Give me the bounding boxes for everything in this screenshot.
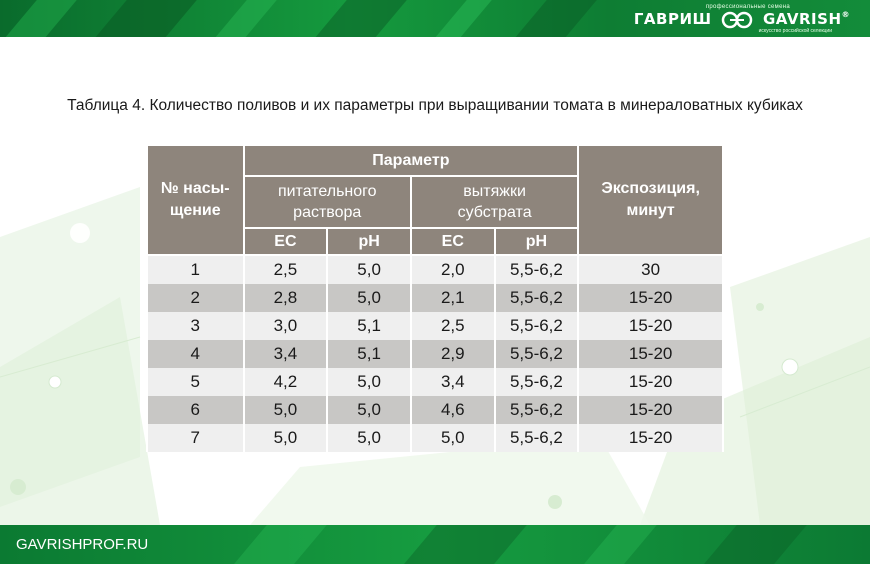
table-row: 4 3,4 5,1 2,9 5,5-6,2 15-20 [146, 340, 724, 368]
cell-irrigation: 6 [146, 396, 245, 424]
header-ec-nutrient: EC [242, 227, 329, 256]
header-parameter: Параметр [242, 144, 580, 177]
cell-ec-nutrient: 2,5 [242, 255, 329, 284]
cell-ec-substrate: 2,5 [409, 312, 496, 340]
cell-exposure: 15-20 [577, 340, 724, 368]
brand-tagline-bottom: искусство российской селекции [758, 28, 832, 34]
top-banner: профессиональные семена ГАВРИШ GAVRISH® … [0, 0, 870, 37]
brand-name-ru: ГАВРИШ [633, 10, 712, 28]
cell-ph-nutrient: 5,0 [326, 255, 412, 284]
brand-mark-icon [722, 11, 753, 28]
table-row: 6 5,0 5,0 4,6 5,5-6,2 15-20 [146, 396, 724, 424]
cell-exposure: 15-20 [577, 424, 724, 452]
cell-exposure: 30 [577, 255, 724, 284]
table-title: Таблица 4. Количество поливов и их парам… [67, 97, 803, 114]
cell-ph-substrate: 5,5-6,2 [493, 284, 580, 312]
cell-ec-substrate: 4,6 [409, 396, 496, 424]
cell-ph-nutrient: 5,0 [326, 424, 412, 452]
cell-irrigation: 4 [146, 340, 245, 368]
table-row: 2 2,8 5,0 2,1 5,5-6,2 15-20 [146, 284, 724, 312]
bottom-banner: GAVRISHPROF.RU [0, 525, 870, 564]
header-exposure: Экспозиция, минут [577, 144, 724, 256]
cell-irrigation: 5 [146, 368, 245, 396]
cell-exposure: 15-20 [577, 312, 724, 340]
cell-ec-substrate: 3,4 [409, 368, 496, 396]
cell-ph-nutrient: 5,0 [326, 396, 412, 424]
cell-irrigation: 7 [146, 424, 245, 452]
cell-ec-substrate: 2,0 [409, 255, 496, 284]
cell-ph-nutrient: 5,1 [326, 312, 412, 340]
cell-irrigation: 1 [146, 255, 245, 284]
cell-ec-nutrient: 5,0 [242, 396, 329, 424]
cell-exposure: 15-20 [577, 284, 724, 312]
cell-ph-nutrient: 5,1 [326, 340, 412, 368]
cell-exposure: 15-20 [577, 396, 724, 424]
header-nutrient-solution: питательного раствора [242, 175, 412, 229]
table-row: 3 3,0 5,1 2,5 5,5-6,2 15-20 [146, 312, 724, 340]
cell-ec-nutrient: 3,0 [242, 312, 329, 340]
header-irrigation-number: № насы-щение [146, 144, 245, 256]
website-link[interactable]: GAVRISHPROF.RU [16, 536, 149, 553]
cell-ph-substrate: 5,5-6,2 [493, 396, 580, 424]
brand-name-en: GAVRISH [763, 10, 842, 28]
background-decoration [0, 187, 870, 525]
brand-logo: профессиональные семена ГАВРИШ GAVRISH® … [610, 4, 850, 34]
header-ph-substrate: pH [493, 227, 580, 256]
header-substrate-extract: вытяжки субстрата [409, 175, 580, 229]
cell-irrigation: 2 [146, 284, 245, 312]
table-row: 5 4,2 5,0 3,4 5,5-6,2 15-20 [146, 368, 724, 396]
cell-ph-substrate: 5,5-6,2 [493, 312, 580, 340]
brand-tagline-top: профессиональные семена [705, 4, 790, 10]
cell-ph-substrate: 5,5-6,2 [493, 424, 580, 452]
cell-ec-nutrient: 4,2 [242, 368, 329, 396]
irrigation-table: № насы-щение Параметр Экспозиция, минут … [146, 144, 724, 452]
header-ec-substrate: EC [409, 227, 496, 256]
table-row: 7 5,0 5,0 5,0 5,5-6,2 15-20 [146, 424, 724, 452]
cell-ec-substrate: 5,0 [409, 424, 496, 452]
cell-ph-nutrient: 5,0 [326, 284, 412, 312]
cell-ec-nutrient: 5,0 [242, 424, 329, 452]
cell-ec-substrate: 2,1 [409, 284, 496, 312]
table-row: 1 2,5 5,0 2,0 5,5-6,2 30 [146, 255, 724, 284]
cell-ph-nutrient: 5,0 [326, 368, 412, 396]
brand-wordmark: ГАВРИШ GAVRISH® [633, 10, 850, 28]
cell-ph-substrate: 5,5-6,2 [493, 340, 580, 368]
cell-ec-nutrient: 3,4 [242, 340, 329, 368]
cell-ph-substrate: 5,5-6,2 [493, 255, 580, 284]
cell-ph-substrate: 5,5-6,2 [493, 368, 580, 396]
header-ph-nutrient: pH [326, 227, 412, 256]
cell-ec-nutrient: 2,8 [242, 284, 329, 312]
cell-exposure: 15-20 [577, 368, 724, 396]
cell-irrigation: 3 [146, 312, 245, 340]
cell-ec-substrate: 2,9 [409, 340, 496, 368]
